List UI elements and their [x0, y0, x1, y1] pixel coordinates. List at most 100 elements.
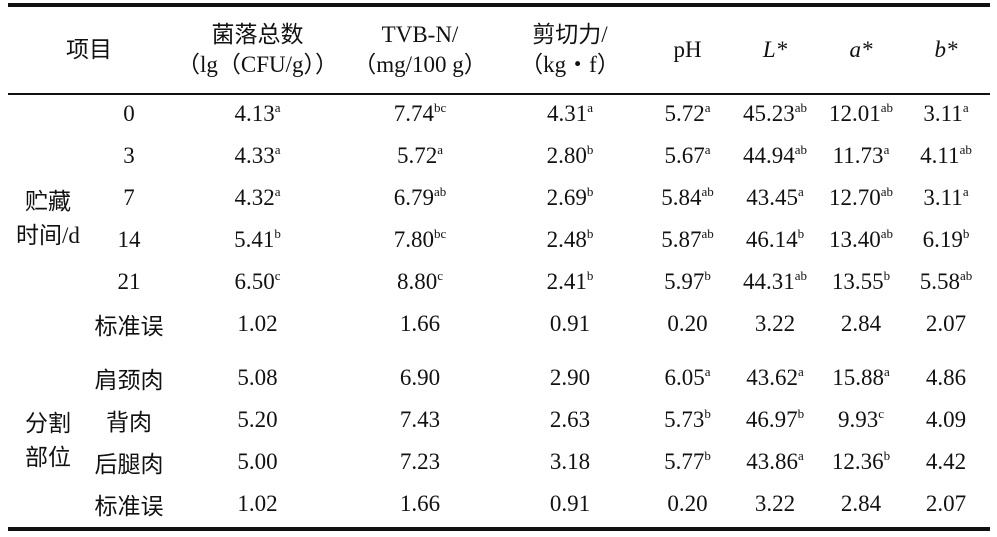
data-cell: 4.86 [902, 357, 990, 399]
significance-superscript: ab [880, 184, 894, 199]
cell-value: 5.08 [237, 365, 278, 390]
data-cell: 5.08 [170, 357, 345, 399]
row-label: 标准误 [94, 494, 164, 519]
header-ph: pH [673, 37, 702, 62]
group-label-line: 贮藏 [25, 189, 71, 214]
data-cell: 5.73b [645, 399, 730, 441]
cell-value: 43.62 [746, 365, 798, 390]
table-row: 14 5.41b 7.80bc 2.48b 5.87ab 46.14b 13.40ab 6.1… [8, 219, 990, 261]
cell-value: 5.20 [237, 407, 278, 432]
significance-superscript: a [797, 364, 804, 379]
cell-value: 6.19 [922, 227, 963, 252]
cell-value: 0.91 [549, 311, 591, 336]
data-cell: 6.90 [345, 357, 495, 399]
cell-value: 2.80 [546, 143, 587, 168]
row-label: 0 [123, 101, 135, 126]
cell-value: 46.14 [745, 227, 798, 252]
data-cell: 4.13a [170, 93, 345, 135]
significance-superscript: a [274, 184, 281, 199]
significance-superscript: b [797, 226, 805, 241]
significance-superscript: ab [794, 268, 808, 283]
cell-value: 3.22 [754, 491, 796, 516]
cell-value: 5.77 [664, 449, 705, 474]
data-cell: 5.72a [645, 93, 730, 135]
cell-value: 1.66 [399, 311, 441, 336]
cell-value: 5.72 [664, 101, 705, 126]
data-cell: 3.22 [730, 483, 820, 525]
data-cell: 1.02 [170, 303, 345, 345]
significance-superscript: a [587, 100, 594, 115]
data-table: 项目 菌落总数 （lg（CFU/g）） TVB-N/ （mg/100 g） 剪切… [8, 7, 990, 525]
table-row: 背肉 5.20 7.43 2.63 5.73b 46.97b 9.93c 4.09 [8, 399, 990, 441]
header-shear-line1: 剪切力/ [532, 22, 608, 47]
header-b: b* [934, 37, 958, 62]
data-cell: 4.32a [170, 177, 345, 219]
data-cell: 2.07 [902, 483, 990, 525]
table-row: 3 4.33a 5.72a 2.80b 5.67a 44.94ab 11.73a 4.11ab [8, 135, 990, 177]
cell-value: 5.72 [396, 143, 438, 168]
significance-superscript: b [586, 142, 594, 157]
data-cell: 3.11a [902, 177, 990, 219]
group-label-line: 部位 [25, 445, 71, 470]
cell-value: 0.91 [549, 491, 591, 516]
cell-value: 2.63 [549, 407, 591, 432]
data-cell: 5.77b [645, 441, 730, 483]
significance-superscript: a [962, 100, 969, 115]
cell-value: 12.36 [831, 449, 884, 474]
cell-value: 1.02 [237, 311, 278, 336]
significance-superscript: b [586, 268, 594, 283]
data-cell: 2.84 [820, 303, 902, 345]
cell-value: 13.55 [831, 269, 884, 294]
data-cell: 7.23 [345, 441, 495, 483]
data-cell: 2.90 [495, 357, 645, 399]
row-label: 21 [117, 269, 141, 294]
significance-superscript: ab [701, 184, 714, 199]
group-label: 分割 部位 [8, 357, 88, 525]
significance-superscript: a [704, 142, 711, 157]
cell-value: 12.01 [828, 101, 881, 126]
cell-value: 45.23 [742, 101, 795, 126]
cell-value: 4.86 [925, 365, 967, 390]
data-cell: 5.00 [170, 441, 345, 483]
significance-superscript: ab [794, 142, 808, 157]
row-label: 7 [123, 185, 135, 210]
data-cell: 1.02 [170, 483, 345, 525]
cell-value: 5.67 [664, 143, 705, 168]
data-cell: 7.43 [345, 399, 495, 441]
cell-value: 6.90 [399, 365, 441, 390]
data-cell: 0.91 [495, 303, 645, 345]
significance-superscript: bc [433, 100, 447, 115]
data-cell: 43.45a [730, 177, 820, 219]
cell-value: 2.69 [546, 185, 587, 210]
significance-superscript: a [883, 364, 890, 379]
data-cell: 1.66 [345, 303, 495, 345]
table-row: 分割 部位 肩颈肉 5.08 6.90 2.90 6.05a 43.62a 15.88a 4.86 [8, 357, 990, 470]
cell-value: 13.40 [828, 227, 881, 252]
cell-value: 2.84 [840, 491, 882, 516]
data-cell: 5.67a [645, 135, 730, 177]
row-label: 14 [117, 227, 141, 252]
header-colony-line2: （lg（CFU/g）） [176, 52, 339, 77]
data-cell: 12.70ab [820, 177, 902, 219]
data-cell: 4.33a [170, 135, 345, 177]
header-tvbn-line2: （mg/100 g） [353, 52, 487, 77]
significance-superscript: ab [880, 226, 894, 241]
data-cell: 6.19b [902, 219, 990, 261]
cell-value: 4.32 [234, 185, 275, 210]
data-cell: 1.66 [345, 483, 495, 525]
data-cell: 2.63 [495, 399, 645, 441]
cell-value: 44.94 [742, 143, 795, 168]
significance-superscript: b [704, 268, 711, 283]
data-cell: 5.84ab [645, 177, 730, 219]
data-cell: 2.48b [495, 219, 645, 261]
data-cell: 15.88a [820, 357, 902, 399]
cell-value: 3.11 [923, 185, 963, 210]
group-spacer [8, 345, 990, 357]
cell-value: 8.80 [396, 269, 438, 294]
significance-superscript: b [883, 268, 891, 283]
cell-value: 2.48 [546, 227, 587, 252]
cell-value: 7.74 [393, 101, 434, 126]
data-cell: 4.11ab [902, 135, 990, 177]
cell-value: 4.11 [920, 143, 960, 168]
header-colony-count: 菌落总数 （lg（CFU/g）） [170, 7, 345, 93]
